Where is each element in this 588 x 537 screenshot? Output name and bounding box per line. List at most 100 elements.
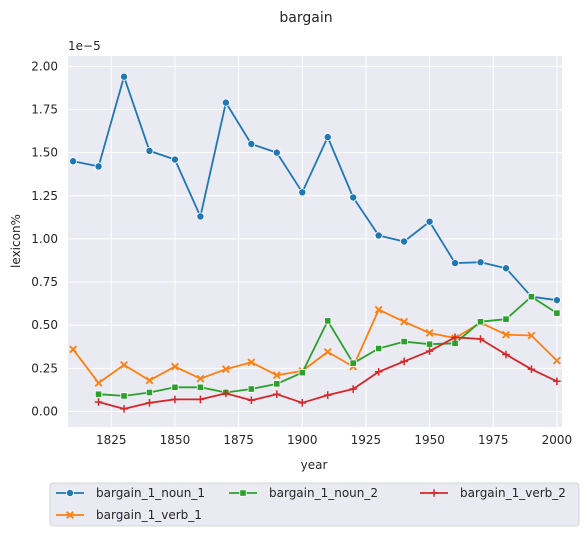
- data-point: [476, 335, 485, 343]
- data-point: [324, 317, 332, 325]
- data-point: [375, 344, 383, 353]
- data-point: [400, 237, 409, 246]
- data-point: [247, 358, 256, 367]
- data-point: [273, 390, 281, 399]
- data-point: [170, 155, 179, 164]
- y-tick-label: 0.50: [31, 318, 58, 332]
- data-point: [553, 377, 561, 386]
- x-tick-label: 1850: [160, 433, 191, 447]
- data-point: [527, 293, 536, 301]
- data-point: [196, 212, 205, 221]
- series-line: [72, 75, 558, 302]
- data-point: [69, 157, 78, 166]
- data-point: [94, 162, 103, 171]
- data-point: [247, 396, 256, 405]
- legend-entry: bargain_1_noun_1: [56, 486, 205, 500]
- series-bargain_1_noun_1: [69, 72, 561, 305]
- data-point: [451, 259, 460, 268]
- y-tick-label: 1.00: [31, 232, 58, 246]
- data-point: [272, 371, 281, 380]
- data-point: [120, 72, 129, 81]
- data-point: [323, 348, 332, 356]
- data-point: [222, 389, 230, 398]
- data-point: [94, 390, 103, 398]
- data-point: [196, 383, 205, 391]
- data-point: [502, 315, 510, 323]
- data-point: [349, 359, 357, 367]
- data-point: [171, 362, 179, 371]
- data-point: [69, 345, 78, 354]
- data-point: [425, 217, 434, 226]
- legend-entry: bargain_1_verb_2: [420, 486, 566, 500]
- data-point: [273, 380, 281, 388]
- data-point: [400, 357, 408, 366]
- y-tick-label: 1.50: [31, 146, 58, 160]
- legend-label: bargain_1_verb_1: [96, 508, 202, 522]
- data-point: [272, 148, 281, 157]
- legend-entry: bargain_1_verb_1: [56, 508, 202, 522]
- data-point: [221, 365, 230, 374]
- data-point: [400, 317, 409, 326]
- data-point: [120, 392, 128, 400]
- legend-items: bargain_1_noun_1 bargain_1_verb_1 bargain_…: [56, 486, 566, 522]
- data-point: [374, 231, 383, 240]
- data-point: [298, 369, 306, 377]
- data-point: [298, 399, 307, 407]
- x-tick-label: 1875: [223, 433, 254, 447]
- data-point: [425, 347, 434, 355]
- data-point: [502, 350, 510, 359]
- series-bargain_1_verb_2: [94, 333, 561, 413]
- legend-label: bargain_1_noun_1: [96, 486, 205, 500]
- y-tick-label: 2.00: [31, 59, 58, 73]
- legend-entry: bargain_1_noun_2: [229, 486, 378, 500]
- legend-marker: [239, 489, 247, 497]
- legend-marker: [66, 488, 75, 497]
- data-point: [247, 140, 256, 149]
- data-point: [145, 388, 154, 397]
- data-point: [349, 193, 358, 202]
- y-tick-label: 0.25: [31, 361, 58, 375]
- legend: bargain_1_noun_1 bargain_1_verb_1 bargain_…: [49, 482, 580, 527]
- data-point: [120, 405, 128, 413]
- data-point: [120, 360, 128, 369]
- plot-background: [68, 56, 562, 427]
- y-axis-label: lexicon%: [9, 214, 23, 268]
- x-tick-label: 1825: [96, 433, 127, 447]
- x-tick-label: 1900: [287, 433, 318, 447]
- data-point: [400, 337, 408, 346]
- legend-label: bargain_1_verb_2: [460, 486, 566, 500]
- data-point: [298, 188, 307, 197]
- legend-marker: [66, 511, 74, 519]
- data-point: [171, 395, 179, 404]
- data-point: [553, 309, 561, 317]
- y-tick-labels: 0.00 0.25 0.50 0.75 1.00 1.25 1.50 1.75 2.00: [31, 59, 58, 418]
- data-point: [323, 133, 332, 142]
- data-point: [145, 399, 154, 407]
- data-point: [349, 385, 357, 393]
- legend-marker: [430, 489, 438, 497]
- data-point: [552, 356, 561, 365]
- y-tick-label: 0.75: [31, 275, 58, 289]
- series-layer: [69, 72, 561, 413]
- data-point: [527, 331, 536, 340]
- chart-title: bargain: [279, 10, 332, 26]
- data-point: [552, 296, 561, 305]
- y-tick-label: 1.75: [31, 102, 58, 116]
- data-point: [247, 385, 255, 393]
- data-point: [425, 340, 434, 348]
- y-tick-label: 0.00: [31, 404, 58, 418]
- data-point: [374, 305, 383, 314]
- x-tick-label: 1925: [351, 433, 382, 447]
- data-point: [425, 329, 434, 337]
- legend-label: bargain_1_noun_2: [269, 486, 378, 500]
- x-axis-label: year: [301, 458, 328, 472]
- data-point: [145, 376, 154, 385]
- data-point: [171, 383, 179, 391]
- data-point: [476, 258, 485, 267]
- data-point: [196, 395, 205, 404]
- x-tick-label: 2000: [542, 433, 573, 447]
- data-point: [323, 391, 332, 399]
- data-point: [476, 318, 485, 326]
- data-point: [502, 330, 510, 339]
